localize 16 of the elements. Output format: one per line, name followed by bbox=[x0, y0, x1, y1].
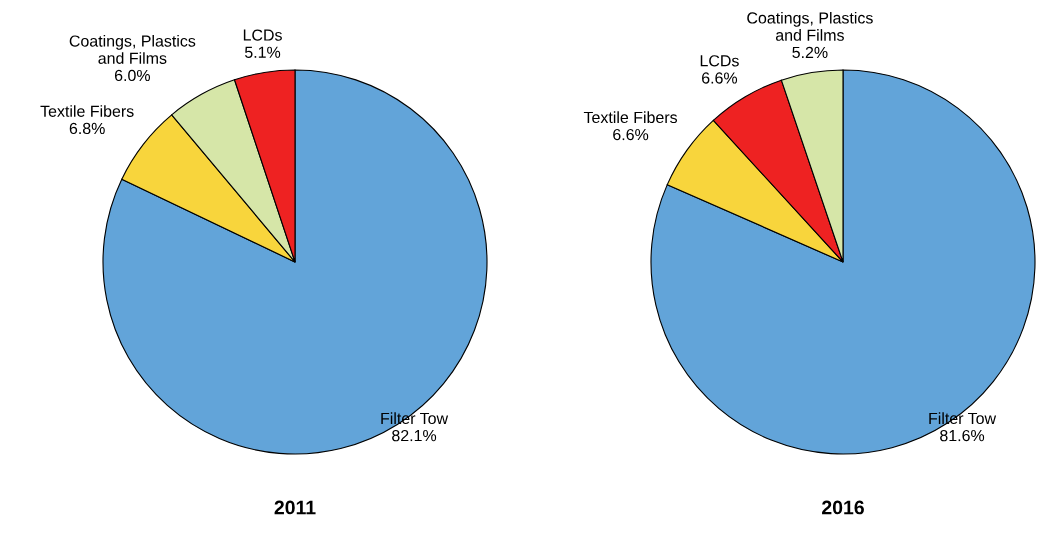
slice-label: LCDs bbox=[700, 55, 739, 67]
data-label: 82.1% bbox=[392, 429, 437, 442]
text: 2016 bbox=[822, 500, 864, 515]
data-label: 6.6% bbox=[702, 72, 738, 84]
slice-label: LCDs bbox=[243, 29, 282, 41]
slice-label: Textile Fibers bbox=[583, 111, 678, 124]
data-label: 6.0% bbox=[114, 69, 150, 82]
data-label: 81.6% bbox=[940, 429, 985, 442]
text: 2011 bbox=[274, 500, 316, 515]
slice-label: Coatings, Plastics and Films bbox=[747, 11, 873, 41]
data-label: 5.2% bbox=[792, 46, 828, 59]
data-label: 5.1% bbox=[244, 46, 281, 58]
data-label: 6.6% bbox=[613, 128, 649, 141]
slice-label: Textile Fibers bbox=[40, 105, 134, 117]
slice-label: Coatings, Plastics and Films bbox=[69, 34, 196, 64]
data-label: 6.8% bbox=[69, 122, 105, 135]
